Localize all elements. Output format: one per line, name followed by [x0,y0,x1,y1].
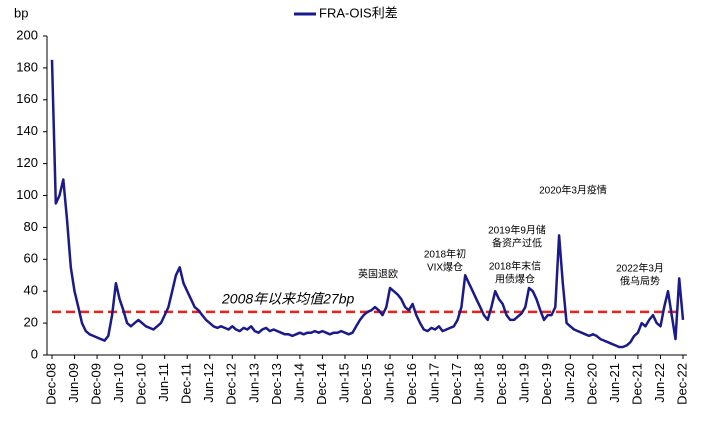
y-tick-label: 160 [16,91,38,106]
annotation: VIX爆仓 [427,261,463,274]
x-tick-label: Jun-20 [562,363,577,403]
annotation: 2018年末信 [489,260,541,273]
x-tick-label: Jun-21 [607,363,622,403]
annotation: 俄乌局势 [620,275,660,288]
y-tick-label: 60 [24,251,38,266]
y-tick-label: 200 [16,27,38,42]
legend-label: FRA-OIS利差 [319,5,398,20]
y-tick-label: 180 [16,59,38,74]
x-tick-label: Jun-12 [201,363,216,403]
x-tick-label: Dec-21 [629,363,644,405]
x-tick-label: Dec-17 [449,363,464,405]
x-tick-label: Dec-16 [404,363,419,405]
x-tick-label: Jun-14 [291,363,306,403]
annotation: 2022年3月 [616,262,664,275]
x-tick-label: Dec-14 [314,363,329,405]
x-tick-label: Jun-11 [156,363,171,402]
x-tick-label: Dec-10 [134,363,149,405]
annotation: 2018年初 [424,248,466,261]
annotation: 用债爆仓 [495,273,535,286]
x-tick-label: Jun-22 [652,363,667,403]
annotation: 备资产过低 [492,237,542,250]
y-tick-label: 80 [24,219,38,234]
y-tick-label: 0 [31,346,38,361]
x-tick-label: Dec-12 [224,363,239,405]
y-tick-label: 140 [16,123,38,138]
annotation: 2020年3月疫情 [539,184,607,197]
annotation: 英国退欧 [358,268,398,281]
x-tick-label: Jun-13 [246,363,261,403]
x-tick-label: Dec-08 [43,363,58,405]
x-tick-label: Jun-18 [472,363,487,403]
x-tick-label: Dec-18 [494,363,509,405]
x-tick-label: Jun-16 [381,363,396,403]
y-tick-label: 20 [24,315,38,330]
x-tick-label: Dec-15 [359,363,374,405]
x-tick-label: Dec-11 [179,363,194,404]
x-tick-label: Jun-19 [517,363,532,403]
y-tick-label: 100 [16,187,38,202]
x-tick-label: Dec-22 [674,363,689,405]
x-tick-label: Dec-09 [89,363,104,405]
x-tick-label: Jun-10 [111,363,126,403]
x-tick-label: Jun-17 [427,363,442,403]
series-line [50,59,685,349]
annotation: 2019年9月储 [488,224,546,237]
x-tick-label: Dec-13 [269,363,284,405]
x-tick-label: Dec-20 [584,363,599,405]
y-tick-label: 40 [24,283,38,298]
x-tick-label: Dec-19 [539,363,554,405]
mean-label: 2008年以来均值27bp [221,291,355,307]
x-tick-label: Jun-15 [336,363,351,403]
y-axis-label: bp [14,5,28,20]
x-tick-label: Jun-09 [66,363,81,403]
y-tick-label: 120 [16,155,38,170]
